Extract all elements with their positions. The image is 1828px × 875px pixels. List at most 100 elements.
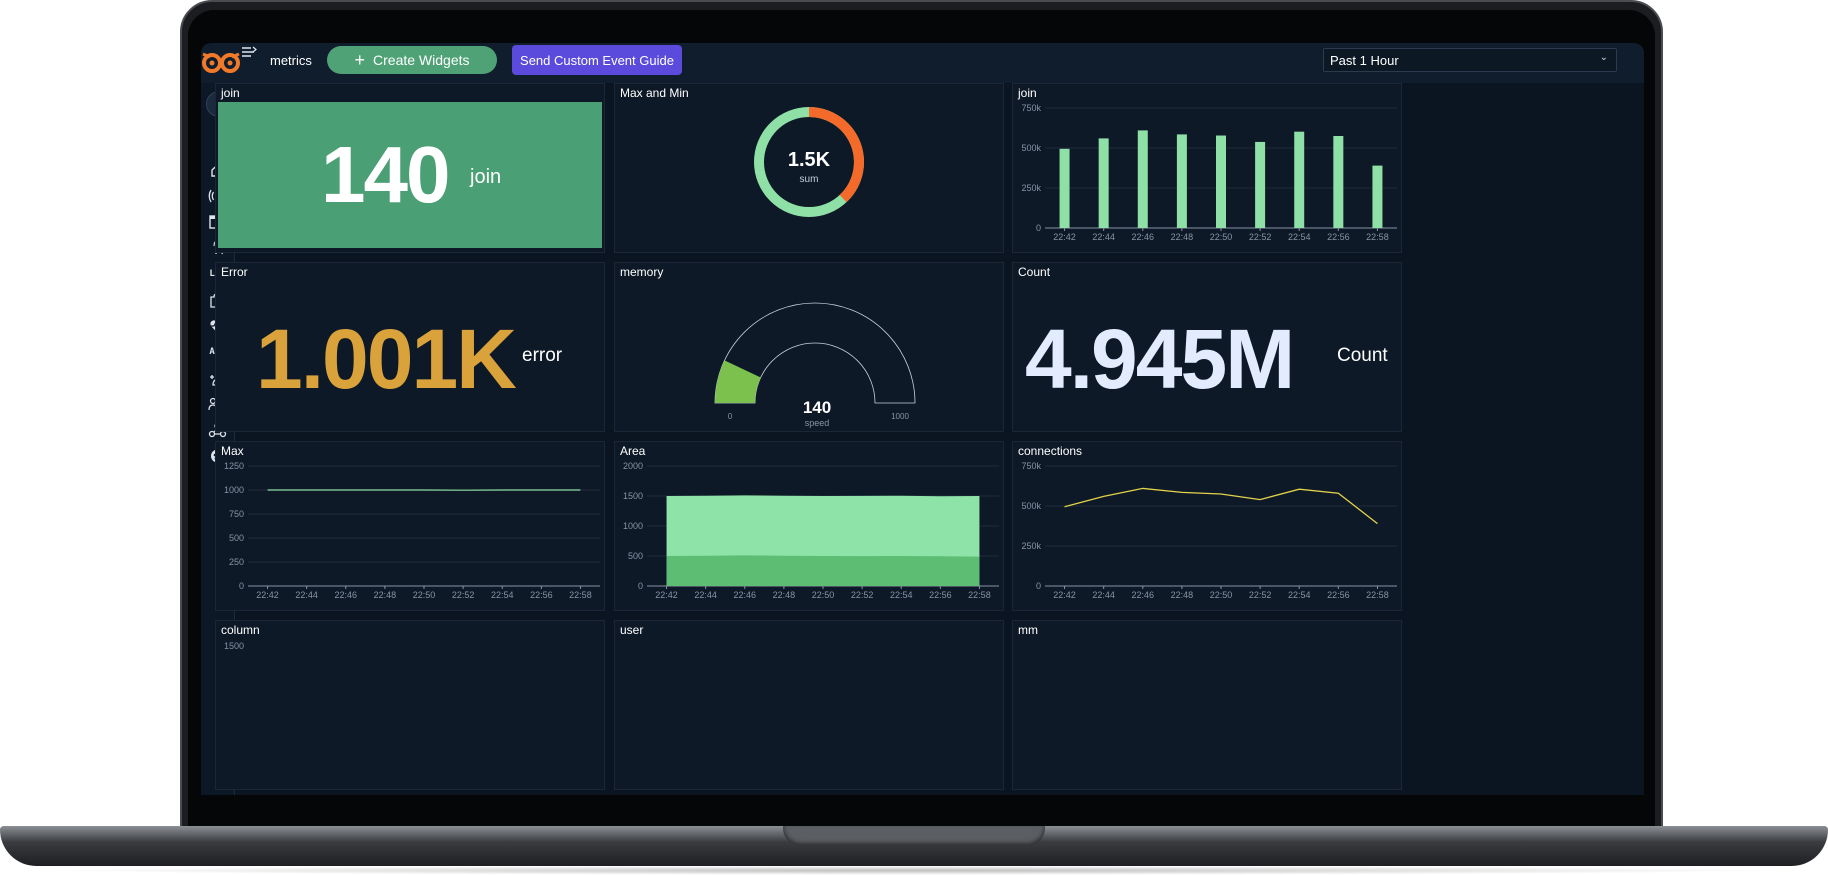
x-tick-label: 22:44 xyxy=(1092,590,1115,600)
x-tick-label: 22:52 xyxy=(1249,232,1272,242)
panel-mm[interactable]: mm xyxy=(1012,620,1402,790)
panel-title: connections xyxy=(1018,444,1083,458)
panel-memory-gauge[interactable]: memory 140 speed 0 1000 xyxy=(614,262,1004,432)
join-bar-chart: 0 250k 500k 750k 22:42 22:44 22:46 22:48 22:50 22… xyxy=(1021,103,1397,242)
x-tick-label: 22:56 xyxy=(1327,590,1350,600)
bar xyxy=(1098,138,1109,228)
x-tick-label: 22:42 xyxy=(1053,232,1076,242)
x-tick-label: 22:44 xyxy=(295,590,318,600)
panel-title: Error xyxy=(221,265,248,279)
x-tick-label: 22:46 xyxy=(734,590,757,600)
owl-logo-icon[interactable] xyxy=(201,48,241,78)
area-series xyxy=(666,555,980,586)
x-tick-label: 22:44 xyxy=(694,590,717,600)
x-tick-label: 22:48 xyxy=(1171,232,1194,242)
x-tick-label: 22:48 xyxy=(374,590,397,600)
y-tick-label: 1250 xyxy=(224,461,244,471)
y-tick-label: 1500 xyxy=(224,641,245,651)
x-tick-label: 22:58 xyxy=(569,590,592,600)
bar xyxy=(1176,134,1187,228)
panel-join-bar[interactable]: join 0 250k 500k 750k 22:42 22:44 22:46 22:48 22… xyxy=(1012,83,1402,253)
x-tick-label: 22:44 xyxy=(1092,232,1115,242)
send-custom-event-guide-button[interactable]: Send Custom Event Guide xyxy=(512,45,682,75)
laptop-notch xyxy=(783,826,1045,846)
panel-user[interactable]: user xyxy=(614,620,1004,790)
x-tick-label: 22:46 xyxy=(335,590,358,600)
stat-value: 1.001K xyxy=(256,312,517,406)
time-range-select[interactable]: Past 1 Hour ⌄ xyxy=(1323,48,1617,72)
panel-title: join xyxy=(1018,86,1037,100)
x-tick-label: 22:42 xyxy=(655,590,678,600)
panel-title: Count xyxy=(1018,265,1051,279)
panel-count-stat[interactable]: Count 4.945M Count xyxy=(1012,262,1402,432)
plus-icon: + xyxy=(354,50,366,70)
chevron-down-icon: ⌄ xyxy=(1599,52,1608,63)
x-tick-label: 22:50 xyxy=(812,590,835,600)
page-title: metrics xyxy=(270,53,312,68)
gauge-track xyxy=(714,302,916,404)
y-tick-label: 500k xyxy=(1021,143,1041,153)
y-tick-label: 750k xyxy=(1021,461,1041,471)
x-tick-label: 22:58 xyxy=(968,590,991,600)
donut-chart: 1.5K sum xyxy=(754,107,864,217)
x-tick-label: 22:42 xyxy=(256,590,279,600)
bar xyxy=(1059,148,1070,228)
panel-column[interactable]: column 1500 xyxy=(215,620,605,790)
y-tick-label: 250k xyxy=(1021,541,1041,551)
panel-area[interactable]: Area 0 500 1000 1500 2000 22:42 22:44 22:46 22:4… xyxy=(614,441,1004,611)
gauge-label: speed xyxy=(805,418,830,428)
panel-max-min[interactable]: Max and Min 1.5K sum xyxy=(614,83,1004,253)
panel-connections[interactable]: connections 0 250k 500k 750k 22:42 22:44 22:46… xyxy=(1012,441,1402,611)
bar xyxy=(1255,141,1266,228)
x-tick-label: 22:58 xyxy=(1366,232,1389,242)
x-tick-label: 22:52 xyxy=(452,590,475,600)
panel-error-stat[interactable]: Error 1.001K error xyxy=(215,262,605,432)
y-tick-label: 0 xyxy=(1036,581,1041,591)
x-tick-label: 22:42 xyxy=(1053,590,1076,600)
bar xyxy=(1333,136,1344,228)
app-screen: metrics + Create Widgets Send Custom Eve… xyxy=(201,43,1644,795)
x-tick-label: 22:58 xyxy=(1366,590,1389,600)
x-tick-label: 22:48 xyxy=(773,590,796,600)
y-tick-label: 750 xyxy=(229,509,244,519)
panel-title: user xyxy=(620,623,644,637)
stat-value: 4.945M xyxy=(1025,312,1295,406)
y-tick-label: 2000 xyxy=(623,461,643,471)
x-tick-label: 22:50 xyxy=(413,590,436,600)
x-tick-label: 22:46 xyxy=(1132,590,1155,600)
x-tick-label: 22:56 xyxy=(1327,232,1350,242)
x-tick-label: 22:54 xyxy=(491,590,514,600)
panel-join-stat[interactable]: join 140 join xyxy=(215,83,605,253)
x-tick-label: 22:52 xyxy=(851,590,874,600)
x-tick-label: 22:52 xyxy=(1249,590,1272,600)
time-range-value: Past 1 Hour xyxy=(1330,53,1399,68)
stat-unit: join xyxy=(470,166,502,188)
speed-gauge: 140 speed 0 1000 xyxy=(714,302,916,428)
gauge-min-label: 0 xyxy=(728,412,733,421)
panel-title: Max and Min xyxy=(620,86,689,100)
laptop-shadow xyxy=(40,866,1788,875)
stat-unit: Count xyxy=(1337,345,1388,366)
y-tick-label: 1500 xyxy=(623,491,643,501)
y-tick-label: 0 xyxy=(638,581,643,591)
menu-collapse-icon[interactable] xyxy=(241,46,257,60)
create-widgets-button[interactable]: + Create Widgets xyxy=(327,46,497,74)
x-tick-label: 22:48 xyxy=(1171,590,1194,600)
panel-title: join xyxy=(221,86,240,100)
panel-title: Max xyxy=(221,444,244,458)
y-tick-label: 0 xyxy=(1036,223,1041,233)
gauge-fill xyxy=(715,360,761,403)
series-line xyxy=(1064,487,1378,525)
gauge-max-label: 1000 xyxy=(891,412,909,421)
x-tick-label: 22:56 xyxy=(530,590,553,600)
bar xyxy=(1294,131,1305,228)
y-tick-label: 500 xyxy=(229,533,244,543)
y-tick-label: 500k xyxy=(1021,501,1041,511)
panel-title: column xyxy=(221,623,260,637)
x-tick-label: 22:56 xyxy=(929,590,952,600)
stat-background xyxy=(218,102,602,248)
connections-line-chart: 0 250k 500k 750k 22:42 22:44 22:46 22:48 22:50 22… xyxy=(1021,461,1397,600)
panel-max-line[interactable]: Max 0 250 500 750 1000 1250 22:42 22:44 22:46 22:… xyxy=(215,441,605,611)
top-bar: metrics + Create Widgets Send Custom Eve… xyxy=(201,43,1644,83)
stat-value: 140 xyxy=(321,130,450,219)
